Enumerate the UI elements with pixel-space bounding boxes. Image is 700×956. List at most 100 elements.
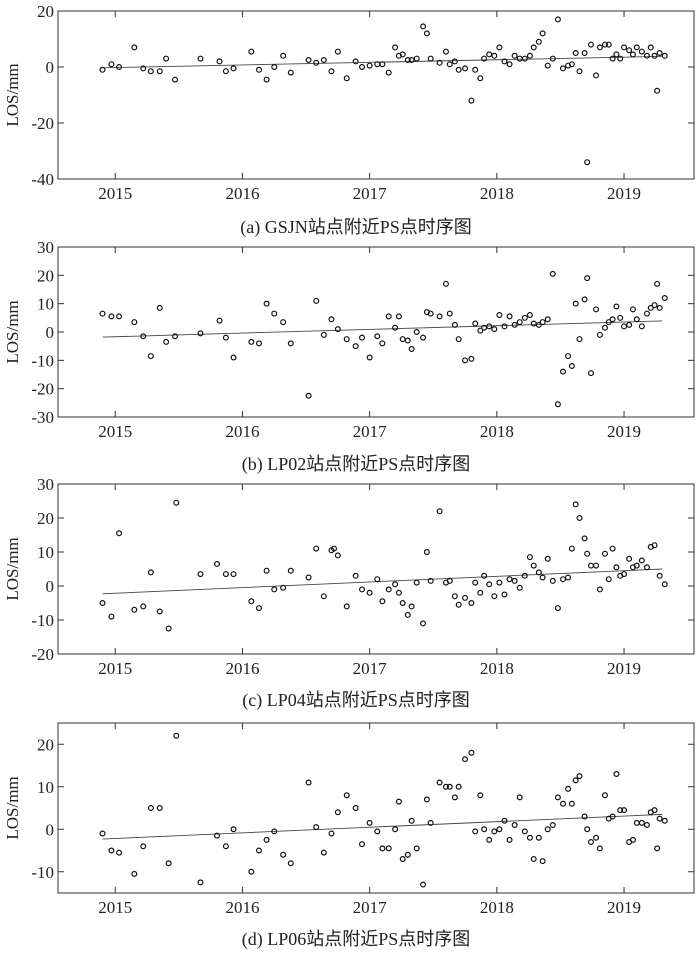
data-point bbox=[605, 41, 612, 48]
data-point bbox=[352, 58, 359, 65]
data-point bbox=[420, 23, 427, 30]
data-point bbox=[222, 843, 229, 850]
data-point bbox=[255, 340, 262, 347]
data-point bbox=[287, 69, 294, 76]
data-point bbox=[559, 800, 566, 807]
data-point bbox=[280, 851, 287, 858]
data-point bbox=[271, 63, 278, 70]
data-point bbox=[581, 296, 588, 303]
data-point bbox=[587, 41, 594, 48]
data-point bbox=[544, 62, 551, 69]
data-point bbox=[197, 571, 204, 578]
plot-frame bbox=[57, 246, 695, 418]
data-point bbox=[147, 353, 154, 360]
data-point bbox=[334, 809, 341, 816]
data-point bbox=[263, 300, 270, 307]
x-tick-label: 2018 bbox=[480, 422, 514, 441]
data-point bbox=[565, 574, 572, 581]
data-point bbox=[568, 545, 575, 552]
data-point bbox=[462, 756, 469, 763]
data-point bbox=[328, 316, 335, 323]
data-point bbox=[526, 834, 533, 841]
data-point bbox=[230, 826, 237, 833]
data-point bbox=[343, 75, 350, 82]
data-point bbox=[366, 354, 373, 361]
data-point bbox=[506, 836, 513, 843]
data-point bbox=[287, 860, 294, 867]
data-point bbox=[596, 331, 603, 338]
data-point bbox=[263, 567, 270, 574]
data-point bbox=[320, 56, 327, 63]
data-point bbox=[654, 280, 661, 287]
data-point bbox=[526, 52, 533, 59]
x-tick-label: 2018 bbox=[480, 659, 514, 678]
data-point bbox=[593, 306, 600, 313]
data-point bbox=[404, 611, 411, 618]
x-tick-label: 2015 bbox=[98, 659, 132, 678]
data-point bbox=[601, 41, 608, 48]
data-point bbox=[248, 598, 255, 605]
data-point bbox=[496, 312, 503, 319]
data-point bbox=[385, 69, 392, 76]
x-tick-label: 2016 bbox=[225, 898, 259, 917]
data-point bbox=[506, 313, 513, 320]
data-point bbox=[366, 589, 373, 596]
data-point bbox=[359, 586, 366, 593]
data-point bbox=[613, 770, 620, 777]
y-tick-label: -40 bbox=[31, 170, 54, 189]
data-point bbox=[427, 55, 434, 62]
y-tick-label: -10 bbox=[31, 863, 54, 882]
y-axis-label: LOS/mm bbox=[3, 63, 22, 126]
data-point bbox=[462, 594, 469, 601]
data-point bbox=[216, 317, 223, 324]
data-point bbox=[455, 783, 462, 790]
data-point bbox=[568, 61, 575, 68]
data-point bbox=[643, 821, 650, 828]
data-point bbox=[99, 599, 106, 606]
data-point bbox=[328, 830, 335, 837]
data-point bbox=[609, 545, 616, 552]
data-point bbox=[496, 579, 503, 586]
data-point bbox=[446, 577, 453, 584]
data-point bbox=[576, 514, 583, 521]
data-point bbox=[568, 363, 575, 370]
panel-caption: (c) LP04站点附近PS点时序图 bbox=[242, 690, 470, 711]
data-point bbox=[587, 838, 594, 845]
data-point bbox=[413, 579, 420, 586]
data-point bbox=[305, 392, 312, 399]
data-point bbox=[633, 562, 640, 569]
plot-frame bbox=[57, 10, 695, 180]
data-point bbox=[446, 310, 453, 317]
data-point bbox=[593, 562, 600, 569]
data-point bbox=[654, 87, 661, 94]
x-tick-label: 2015 bbox=[98, 184, 132, 203]
data-point bbox=[214, 832, 221, 839]
data-point bbox=[131, 44, 138, 51]
data-point bbox=[477, 792, 484, 799]
data-point bbox=[617, 55, 624, 62]
data-point bbox=[230, 571, 237, 578]
data-point bbox=[455, 66, 462, 73]
data-point bbox=[656, 815, 663, 822]
data-point bbox=[163, 55, 170, 62]
y-tick-label: -30 bbox=[31, 408, 54, 427]
data-point bbox=[446, 61, 453, 68]
data-point bbox=[661, 52, 668, 59]
data-point bbox=[108, 613, 115, 620]
data-point bbox=[651, 302, 658, 309]
data-point bbox=[343, 603, 350, 610]
data-point bbox=[581, 49, 588, 56]
data-point bbox=[613, 303, 620, 310]
data-point bbox=[565, 353, 572, 360]
data-point bbox=[511, 821, 518, 828]
data-point bbox=[596, 44, 603, 51]
data-point bbox=[544, 316, 551, 323]
data-point bbox=[613, 564, 620, 571]
data-point bbox=[516, 584, 523, 591]
data-point bbox=[526, 312, 533, 319]
data-point bbox=[197, 879, 204, 886]
data-point bbox=[647, 44, 654, 51]
data-point bbox=[516, 55, 523, 62]
data-point bbox=[472, 320, 479, 327]
data-point bbox=[643, 52, 650, 59]
